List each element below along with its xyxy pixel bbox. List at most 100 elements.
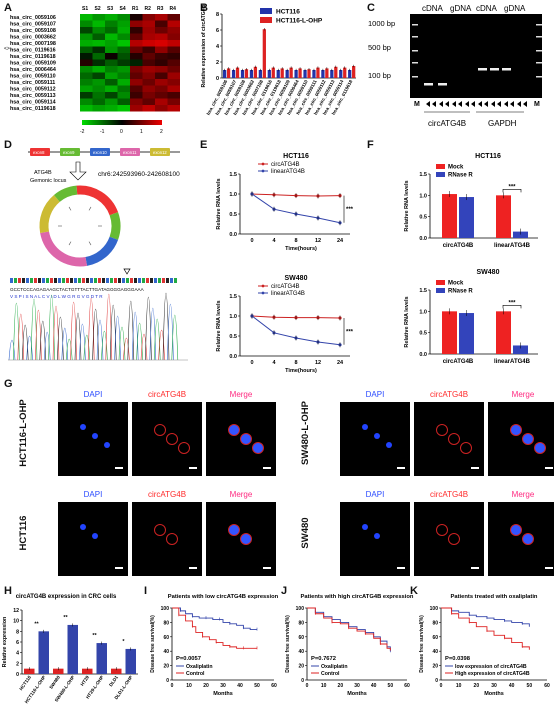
scale-bar — [189, 567, 197, 569]
microscopy-image — [206, 502, 276, 576]
bar — [262, 29, 266, 78]
heatmap-scale-labels: -2 -1 0 1 2 — [80, 129, 163, 135]
heatmap-cell — [142, 105, 155, 112]
cell-signal — [166, 533, 178, 545]
ladder-band — [536, 24, 542, 26]
heatmap-cell — [92, 79, 105, 86]
panel-label-d: D — [4, 139, 12, 151]
x-tick-label: 24 — [337, 360, 344, 366]
heatmap-cell — [167, 105, 180, 112]
y-tick-label: 12 — [13, 608, 19, 614]
p-value: P=0.0398 — [445, 656, 471, 662]
y-axis-label: Disease free survival(%) — [419, 615, 425, 673]
heatmap-cell — [105, 33, 118, 40]
bar — [280, 68, 284, 78]
bar — [24, 668, 35, 674]
chromatogram-peak — [57, 317, 64, 361]
x-tick-label: 12 — [315, 360, 321, 366]
heatmap-colorbar — [82, 120, 162, 125]
bar — [111, 668, 122, 674]
legend-label: Mock — [448, 281, 464, 287]
gel-figure: cDNA gDNA cDNA gDNA 1000 bp 500 bp 100 bp M M… — [368, 4, 542, 128]
heatmap-cell — [167, 59, 180, 66]
x-tick-label: 40 — [371, 683, 377, 689]
ring-segment — [53, 185, 78, 203]
legend-marker — [261, 169, 265, 173]
sequence-bar — [34, 278, 37, 283]
y-tick-label: 80 — [298, 620, 304, 626]
heatmap-row-label: hsa_circ_0119616 — [10, 48, 56, 54]
chromatogram-peak — [79, 323, 86, 361]
heatmap-cell — [105, 53, 118, 60]
cell-signal — [460, 442, 472, 454]
bar — [334, 66, 338, 78]
exon-label: exon11 — [123, 150, 137, 155]
sequence-bar — [170, 278, 173, 283]
cell-signal — [436, 524, 448, 536]
chromatogram-peak — [61, 327, 69, 361]
y-axis-label: Disease free survival(%) — [150, 615, 156, 673]
microscopy-row-label: SW480 — [300, 517, 311, 549]
bar — [38, 631, 49, 674]
legend-label: low expression of circATG4B — [455, 664, 527, 670]
heatmap-row-label: hsa_circ_0059113 — [10, 93, 56, 99]
legend-label: linearATG4B — [271, 169, 305, 175]
microscopy-channel-label: DAPI — [83, 490, 103, 499]
cell-signal — [522, 433, 534, 445]
microscopy-channel-label: DAPI — [365, 390, 385, 399]
y-tick-label: 0.0 — [419, 236, 427, 242]
gel-group-circatg4b: circATG4B — [428, 119, 466, 128]
y-axis-label: Relative expression — [2, 617, 8, 668]
heatmap-cell — [117, 46, 130, 53]
heatmap-cell — [130, 85, 143, 92]
p-value: P=0.0057 — [176, 656, 201, 662]
sample-band — [478, 68, 487, 71]
chromatogram-peak — [92, 308, 99, 361]
chart-e-hct116: HCT116 0.0 0.5 1.0 1.5 Relative RNA levels 0 4 8… — [216, 153, 354, 252]
lane-arrow-icon — [452, 101, 462, 107]
panel-label-h: H — [4, 585, 12, 597]
legend-label: RNase R — [448, 173, 473, 179]
heatmap-cell — [80, 72, 93, 79]
panel-label-i: I — [144, 585, 148, 597]
x-tick-label: 12 — [315, 238, 321, 244]
sample-band — [490, 68, 499, 71]
scale-bar — [263, 567, 271, 569]
ladder-label: 500 bp — [368, 43, 391, 52]
x-axis-label: Time(hours) — [285, 246, 317, 252]
microscopy-image — [206, 402, 276, 476]
heatmap-cell — [80, 85, 93, 92]
cell-signal — [154, 524, 166, 536]
cell-signal — [240, 533, 252, 545]
heatmap-cell — [80, 46, 93, 53]
survival-curve — [172, 607, 257, 649]
ring-tick — [68, 241, 72, 246]
chromatogram-peak — [17, 313, 25, 361]
cell-signal — [510, 424, 522, 436]
chromatogram-peak — [65, 338, 73, 361]
bar — [53, 668, 64, 674]
legend-marker — [261, 284, 265, 288]
x-axis-label: Time(hours) — [285, 368, 317, 374]
bar — [289, 67, 293, 78]
heatmap-cell — [130, 66, 143, 73]
sequence-bar — [58, 278, 61, 283]
heatmap-cell — [142, 20, 155, 27]
bar — [235, 67, 240, 78]
x-tick-label: 50 — [254, 683, 260, 689]
heatmap-cell — [92, 27, 105, 34]
heatmap-scale-label: -2 — [80, 129, 85, 135]
sequence-bar — [10, 278, 13, 283]
gel-lane-arrows — [426, 101, 527, 107]
heatmap-row-label: hsa_circ_0006464 — [10, 67, 56, 73]
heatmap-cell — [155, 46, 168, 53]
heatmap-cell — [142, 72, 155, 79]
sequence-bar — [106, 278, 109, 283]
exon-box — [150, 148, 170, 156]
heatmap-cell — [155, 105, 168, 112]
bar — [258, 70, 262, 78]
y-tick-label: 20 — [432, 664, 438, 670]
heatmap-col-label: R2 — [145, 6, 152, 12]
x-tick-label: 0 — [250, 360, 253, 366]
sequence-bar — [82, 278, 85, 283]
